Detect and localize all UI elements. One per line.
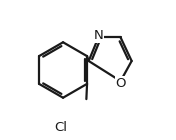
Text: N: N <box>93 29 103 42</box>
Text: Cl: Cl <box>54 121 67 134</box>
Text: O: O <box>115 77 126 90</box>
